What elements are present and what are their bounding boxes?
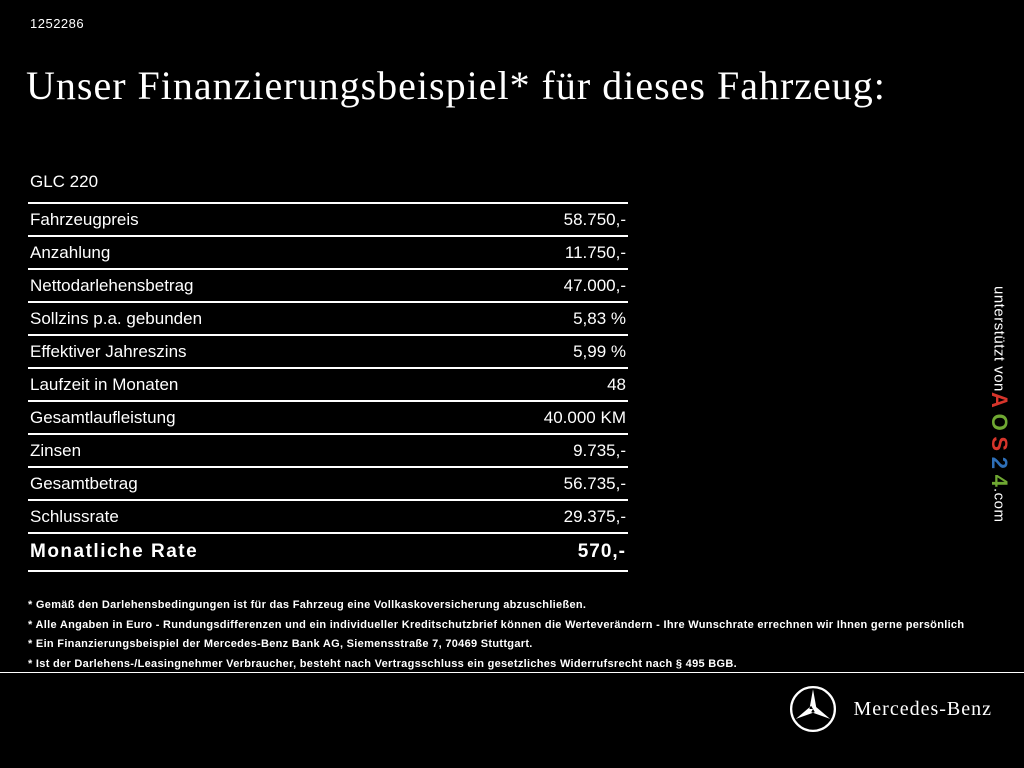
footnotes: * Gemäß den Darlehensbedingungen ist für… [28, 599, 988, 678]
mercedes-wordmark: Mercedes-Benz [853, 697, 992, 720]
brand-letter: 4 [987, 474, 1012, 488]
table-row: Anzahlung 11.750,- [28, 235, 628, 268]
financing-table: GLC 220 Fahrzeugpreis 58.750,- Anzahlung… [28, 168, 628, 572]
row-value: 9.735,- [573, 440, 626, 460]
table-row: Schlussrate 29.375,- [28, 499, 628, 532]
row-label: Effektiver Jahreszins [30, 341, 187, 361]
row-label: Anzahlung [30, 242, 111, 262]
table-row: Monatliche Rate 570,- [28, 532, 628, 572]
footnote: * Gemäß den Darlehensbedingungen ist für… [28, 599, 587, 611]
table-row: Zinsen 9.735,- [28, 433, 628, 466]
row-label: Fahrzeugpreis [30, 209, 139, 229]
footnote: * Ist der Darlehens-/Leasingnehmer Verbr… [28, 657, 737, 670]
row-label: Gesamtbetrag [30, 473, 138, 493]
row-value: 48 [607, 374, 626, 394]
row-value: 29.375,- [563, 506, 626, 526]
table-row: Nettodarlehensbetrag 47.000,- [28, 268, 628, 301]
table-row: Effektiver Jahreszins 5,99 % [28, 334, 628, 367]
table-row: Laufzeit in Monaten 48 [28, 367, 628, 400]
row-value: 5,99 % [573, 341, 626, 361]
footnote: * Alle Angaben in Euro - Rundungsdiffere… [28, 618, 965, 631]
sponsor-credit: unterstützt von A O S 2 4 .com [986, 286, 1012, 522]
sponsor-suffix: .com [990, 487, 1008, 523]
table-row: Gesamtlaufleistung 40.000 KM [28, 400, 628, 433]
table-row: Fahrzeugpreis 58.750,- [28, 202, 628, 235]
brand-letter: S [987, 436, 1012, 452]
row-label: Laufzeit in Monaten [30, 374, 179, 394]
row-label: Sollzins p.a. gebunden [30, 308, 203, 328]
row-label: Gesamtlaufleistung [30, 407, 176, 427]
sponsor-prefix: unterstützt von [990, 286, 1008, 392]
page-title: Unser Finanzierungsbeispiel* für dieses … [26, 63, 886, 108]
row-value: 40.000 KM [543, 407, 626, 427]
footnote: * Ein Finanzierungsbeispiel der Mercedes… [28, 638, 533, 651]
table-row: Sollzins p.a. gebunden 5,83 % [28, 301, 628, 334]
brand-letter: A [987, 391, 1012, 409]
row-value: 11.750,- [564, 242, 626, 262]
row-label: Zinsen [30, 440, 82, 460]
footer-divider [0, 672, 1024, 673]
model-name: GLC 220 [30, 172, 99, 191]
row-value: 47.000,- [563, 275, 626, 295]
row-value: 58.750,- [563, 209, 626, 229]
row-value: 570,- [577, 541, 626, 562]
row-label: Nettodarlehensbetrag [30, 275, 194, 295]
mercedes-star-icon [789, 685, 836, 733]
row-label: Monatliche Rate [30, 541, 199, 562]
row-label: Schlussrate [30, 506, 119, 526]
brand-letter: 2 [987, 456, 1012, 470]
aos24-logo: A O S 2 4 [986, 392, 1012, 488]
row-value: 5,83 % [573, 308, 626, 328]
row-value: 56.735,- [563, 473, 626, 493]
footer: Mercedes-Benz [788, 684, 993, 734]
brand-letter: O [987, 413, 1012, 432]
reference-id: 1252286 [30, 16, 85, 31]
table-rows: Fahrzeugpreis 58.750,- Anzahlung 11.750,… [28, 202, 628, 572]
table-row: Gesamtbetrag 56.735,- [28, 466, 628, 499]
